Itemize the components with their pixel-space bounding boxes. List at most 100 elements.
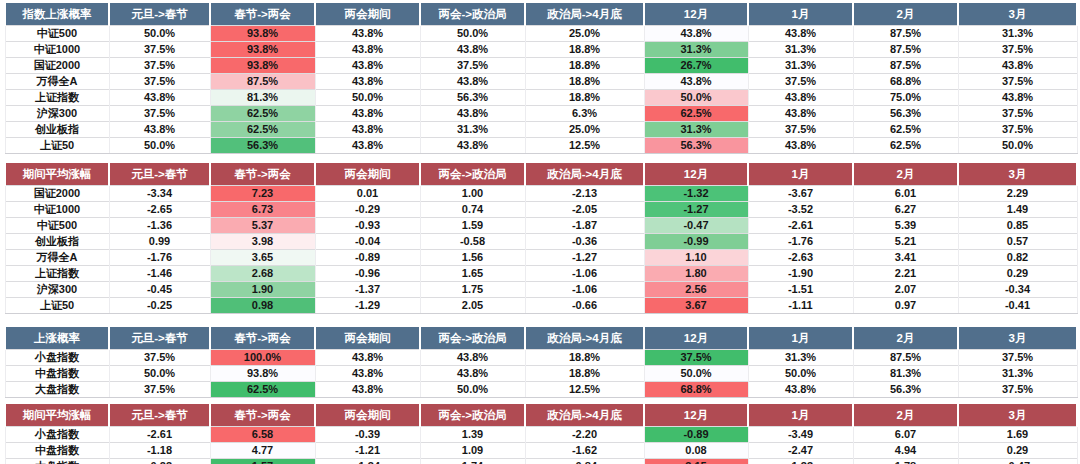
value-cell: 0.01 [315, 186, 420, 202]
value-cell: 43.8% [644, 74, 748, 90]
value-cell: -2.61 [748, 218, 853, 234]
value-cell: 43.8% [315, 138, 420, 154]
value-cell: 0.57 [958, 234, 1077, 250]
data-table: 期间平均涨幅元旦->春节春节->两会两会期间两会->政治局政治局->4月底12月… [4, 404, 1078, 464]
value-cell: 2.07 [853, 282, 958, 298]
value-cell: 18.8% [525, 58, 644, 74]
value-cell: 1.39 [420, 427, 525, 443]
value-cell: 7.23 [210, 186, 315, 202]
value-cell: 81.3% [853, 366, 958, 382]
row-label: 万得全A [5, 74, 109, 90]
table-row: 小盘指数-2.616.58-0.391.39-2.20-0.89-3.496.0… [5, 427, 1077, 443]
data-table: 上涨概率元旦->春节春节->两会两会期间两会->政治局政治局->4月底12月1月… [4, 327, 1078, 398]
value-cell: 0.29 [958, 443, 1077, 459]
value-cell: 6.27 [853, 202, 958, 218]
value-cell: 18.8% [525, 42, 644, 58]
row-label: 大盘指数 [5, 459, 109, 464]
table-row: 中证1000-2.656.73-0.290.74-2.05-1.27-3.526… [5, 202, 1077, 218]
value-cell: -1.90 [748, 266, 853, 282]
value-cell: -1.62 [525, 443, 644, 459]
value-cell: 0.85 [958, 218, 1077, 234]
value-cell: 3.98 [210, 234, 315, 250]
value-cell: 31.3% [644, 122, 748, 138]
value-cell: 43.8% [315, 382, 420, 398]
column-header: 政治局->4月底 [525, 163, 644, 186]
row-label: 中证500 [5, 26, 109, 42]
table-row: 国证200037.5%93.8%43.8%37.5%18.8%26.7%31.3… [5, 58, 1077, 74]
header-row: 期间平均涨幅元旦->春节春节->两会两会期间两会->政治局政治局->4月底12月… [5, 163, 1077, 186]
value-cell: 50.0% [315, 90, 420, 106]
column-header: 两会期间 [315, 404, 420, 427]
value-cell: 75.0% [853, 90, 958, 106]
value-cell: 81.3% [210, 90, 315, 106]
row-label: 国证2000 [5, 58, 109, 74]
value-cell: 43.8% [315, 26, 420, 42]
table-row: 万得全A-1.763.65-0.891.56-1.271.10-2.633.41… [5, 250, 1077, 266]
value-cell: 31.3% [748, 350, 853, 366]
value-cell: 37.5% [644, 350, 748, 366]
value-cell: 37.5% [748, 74, 853, 90]
value-cell: 37.5% [958, 350, 1077, 366]
column-header: 3月 [958, 327, 1077, 350]
value-cell: 31.3% [958, 366, 1077, 382]
value-cell: 43.8% [748, 26, 853, 42]
value-cell: 43.8% [315, 350, 420, 366]
value-cell: -2.05 [525, 202, 644, 218]
table-row: 中盘指数50.0%93.8%43.8%43.8%18.8%50.0%50.0%8… [5, 366, 1077, 382]
value-cell: 12.5% [525, 382, 644, 398]
value-cell: 31.3% [644, 42, 748, 58]
value-cell: 50.0% [748, 366, 853, 382]
row-label: 国证2000 [5, 186, 109, 202]
value-cell: 1.69 [958, 427, 1077, 443]
row-label: 大盘指数 [5, 382, 109, 398]
value-cell: 93.8% [210, 366, 315, 382]
value-cell: 1.10 [644, 250, 748, 266]
data-table: 指数上涨概率元旦->春节春节->两会两会期间两会->政治局政治局->4月底12月… [4, 3, 1078, 154]
value-cell: 0.29 [958, 266, 1077, 282]
value-cell: 31.3% [420, 122, 525, 138]
value-cell: -1.87 [525, 218, 644, 234]
table-title: 期间平均涨幅 [5, 404, 109, 427]
value-cell: -3.49 [748, 427, 853, 443]
value-cell: 5.21 [853, 234, 958, 250]
cap-avg-change-table: 期间平均涨幅元旦->春节春节->两会两会期间两会->政治局政治局->4月底12月… [4, 404, 1080, 464]
column-header: 两会->政治局 [420, 3, 525, 26]
value-cell: -0.04 [315, 234, 420, 250]
column-header: 春节->两会 [210, 404, 315, 427]
value-cell: 43.8% [748, 138, 853, 154]
column-header: 2月 [853, 404, 958, 427]
table-row: 中盘指数-1.184.77-1.211.09-1.620.08-2.474.94… [5, 443, 1077, 459]
value-cell: 37.5% [109, 74, 210, 90]
table-row: 上证指数43.8%81.3%50.0%56.3%18.8%50.0%43.8%7… [5, 90, 1077, 106]
value-cell: 43.8% [420, 106, 525, 122]
value-cell: 25.0% [525, 122, 644, 138]
value-cell: 87.5% [853, 42, 958, 58]
value-cell: 50.0% [109, 26, 210, 42]
value-cell: -2.61 [109, 427, 210, 443]
value-cell: 87.5% [853, 350, 958, 366]
value-cell: -1.51 [748, 282, 853, 298]
value-cell: -2.13 [525, 186, 644, 202]
column-header: 元旦->春节 [109, 3, 210, 26]
value-cell: 2.29 [958, 186, 1077, 202]
column-header: 2月 [853, 327, 958, 350]
column-header: 春节->两会 [210, 327, 315, 350]
value-cell: 6.3% [525, 106, 644, 122]
value-cell: 0.97 [853, 298, 958, 314]
column-header: 3月 [958, 3, 1077, 26]
value-cell: 43.8% [748, 90, 853, 106]
value-cell: 18.8% [525, 350, 644, 366]
value-cell: 43.8% [420, 366, 525, 382]
header-row: 期间平均涨幅元旦->春节春节->两会两会期间两会->政治局政治局->4月底12月… [5, 404, 1077, 427]
value-cell: -1.33 [748, 459, 853, 464]
column-header: 政治局->4月底 [525, 327, 644, 350]
value-cell: 37.5% [109, 58, 210, 74]
value-cell: 56.3% [644, 138, 748, 154]
value-cell: -1.06 [525, 282, 644, 298]
value-cell: -0.66 [525, 298, 644, 314]
value-cell: 93.8% [210, 42, 315, 58]
value-cell: -0.84 [525, 459, 644, 464]
table-row: 创业板指0.993.98-0.04-0.58-0.36-0.99-1.765.2… [5, 234, 1077, 250]
index-rise-probability-table: 指数上涨概率元旦->春节春节->两会两会期间两会->政治局政治局->4月底12月… [4, 3, 1080, 154]
value-cell: 56.3% [853, 106, 958, 122]
